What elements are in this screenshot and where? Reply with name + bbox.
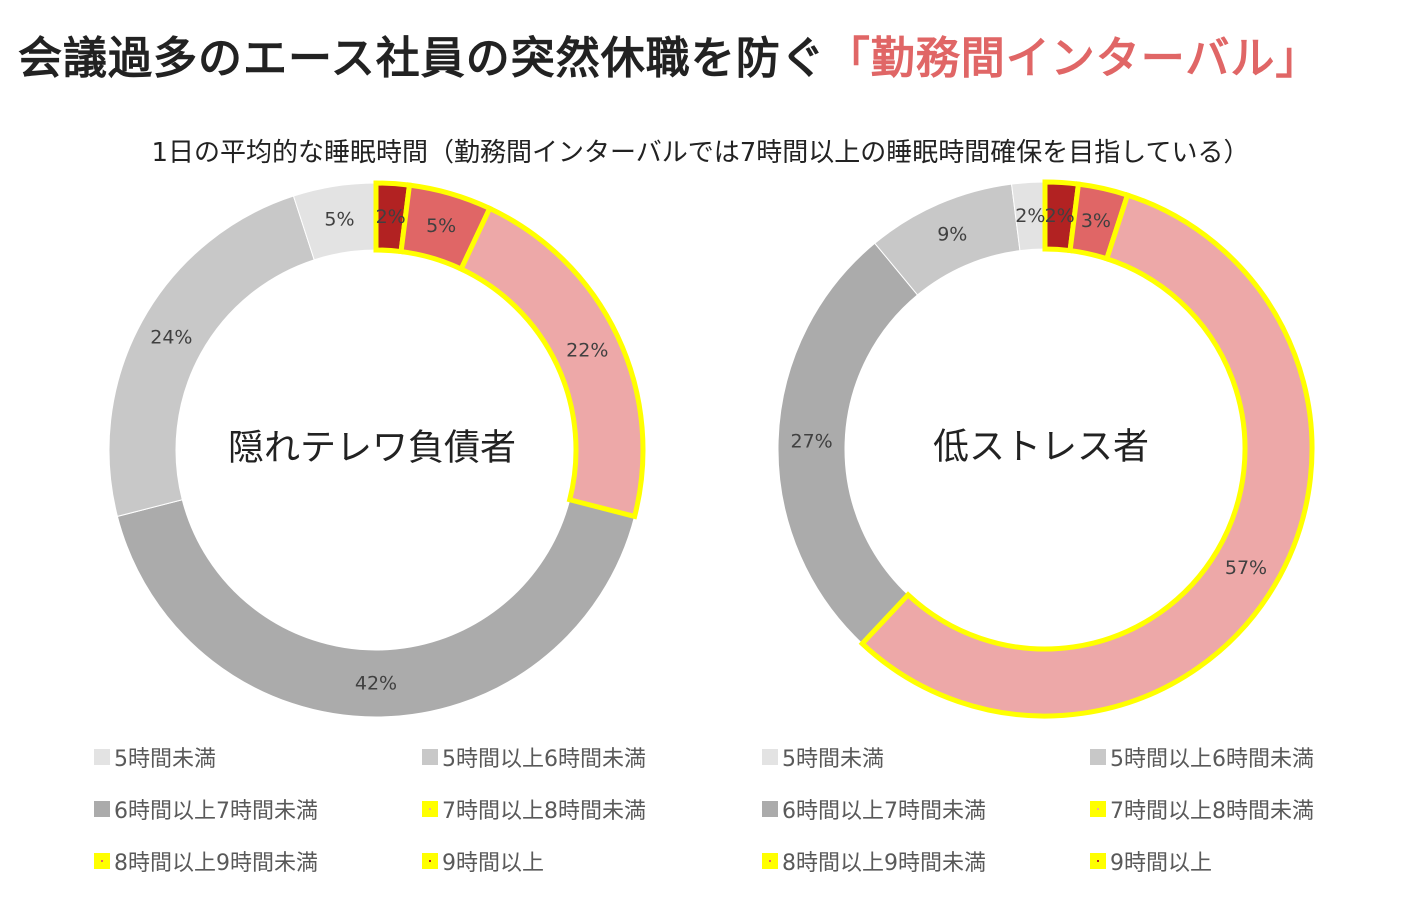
data-label: 5% — [426, 215, 456, 237]
chart-subtitle: 1日の平均的な睡眠時間（勤務間インターバルでは7時間以上の睡眠時間確保を目指して… — [151, 138, 1250, 168]
legend-right-chart: 5時間未満 5時間以上6時間未満 6時間以上7時間未満 7時間以上8時間未満 8時間以上… — [762, 744, 1401, 914]
title-main: 会議過多のエース社員の突然休職を防ぐ — [18, 33, 826, 84]
legend-label: 6時間以上7時間未満 — [114, 799, 318, 824]
legend-item: 6時間以上7時間未満 — [94, 796, 318, 824]
data-label: 57% — [1225, 557, 1267, 579]
legend-swatch — [94, 801, 110, 817]
legend-item: 5時間以上6時間未満 — [422, 744, 646, 772]
legend-label: 5時間以上6時間未満 — [442, 747, 646, 772]
legend-swatch — [1090, 749, 1106, 765]
legend-swatch — [94, 749, 110, 765]
legend-swatch — [1090, 801, 1106, 817]
legend-item: 5時間未満 — [94, 744, 216, 772]
legend-swatch — [762, 801, 778, 817]
legend-label: 5時間未満 — [114, 747, 216, 772]
legend-label: 7時間以上8時間未満 — [442, 799, 646, 824]
legend-swatch — [422, 853, 438, 869]
legend-item: 5時間以上6時間未満 — [1090, 744, 1314, 772]
legend-label: 5時間未満 — [782, 747, 884, 772]
donut-slice — [777, 242, 919, 645]
legend-swatch — [762, 749, 778, 765]
data-label: 2% — [1045, 205, 1075, 227]
legend-swatch — [762, 853, 778, 869]
donut-slice — [116, 499, 636, 718]
data-label: 24% — [150, 327, 192, 349]
data-label: 22% — [566, 340, 608, 362]
legend-item: 7時間以上8時間未満 — [1090, 796, 1314, 824]
legend-item: 8時間以上9時間未満 — [762, 848, 986, 876]
data-label: 3% — [1081, 210, 1111, 232]
legend-label: 8時間以上9時間未満 — [114, 851, 318, 876]
legend-swatch — [422, 801, 438, 817]
legend-item: 9時間以上 — [422, 848, 544, 876]
title-highlight: 「勤務間インターバル」 — [825, 33, 1321, 84]
legend-label: 8時間以上9時間未満 — [782, 851, 986, 876]
donut-chart-1: 2% 3% 57% 27% 9% 2% 低ストレス者 — [777, 179, 1315, 719]
donut-chart-0: 2% 5% 22% 42% 24% 5% 隠れテレワ負債者 — [108, 180, 646, 718]
legend-label: 7時間以上8時間未満 — [1110, 799, 1314, 824]
legend-item: 8時間以上9時間未満 — [94, 848, 318, 876]
data-label: 5% — [324, 208, 354, 230]
legend-left-chart: 5時間未満 5時間以上6時間未満 6時間以上7時間未満 7時間以上8時間未満 8時間以上… — [94, 744, 754, 914]
legend-item: 6時間以上7時間未満 — [762, 796, 986, 824]
donut-slice — [457, 205, 646, 520]
data-label: 27% — [790, 431, 832, 453]
donut-center-label: 低ストレス者 — [933, 427, 1149, 468]
data-label: 2% — [1015, 205, 1045, 227]
data-label: 42% — [355, 673, 397, 695]
legend-swatch — [1090, 853, 1106, 869]
donut-slice — [858, 191, 1315, 719]
page-title: 会議過多のエース社員の突然休職を防ぐ「勤務間インターバル」 — [18, 22, 1320, 86]
legend-label: 9時間以上 — [1110, 851, 1212, 876]
legend-label: 5時間以上6時間未満 — [1110, 747, 1314, 772]
data-label: 9% — [937, 224, 967, 246]
donut-center-label: 隠れテレワ負債者 — [228, 428, 516, 469]
legend-swatch — [422, 749, 438, 765]
legend-label: 9時間以上 — [442, 851, 544, 876]
legend-label: 6時間以上7時間未満 — [782, 799, 986, 824]
data-label: 2% — [376, 206, 406, 228]
legend-item: 5時間未満 — [762, 744, 884, 772]
legend-item: 7時間以上8時間未満 — [422, 796, 646, 824]
legend-swatch — [94, 853, 110, 869]
legend-item: 9時間以上 — [1090, 848, 1212, 876]
